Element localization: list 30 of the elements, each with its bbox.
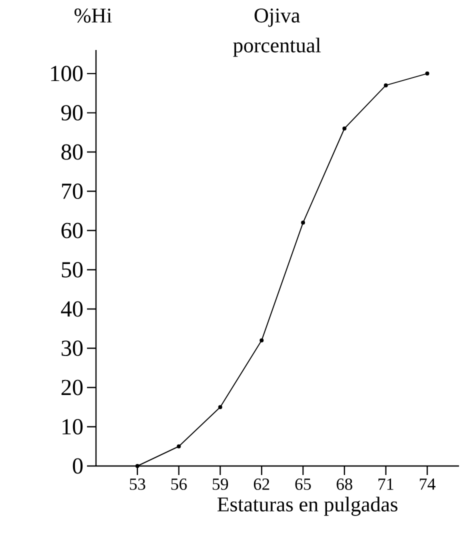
y-tick-label: 80 [62, 144, 83, 160]
y-tick-label: 100 [51, 66, 83, 82]
y-tick-label: 40 [61, 301, 83, 317]
point [177, 444, 182, 448]
y-axis-title: %Hi [74, 8, 112, 23]
y-tick-label: 70 [62, 184, 83, 200]
y-tick-label: 90 [62, 105, 83, 121]
y-tick-label: 20 [62, 380, 83, 396]
x-tick-label: 53 [130, 478, 146, 490]
y-tick-label: 30 [62, 340, 83, 356]
y-tick-label: 60 [62, 222, 83, 238]
x-tick-label: 59 [212, 478, 228, 490]
x-axis-title: Estaturas en pulgadas [218, 496, 398, 516]
point [425, 72, 430, 76]
x-tick-label: 62 [254, 478, 270, 490]
point [384, 83, 388, 88]
point [301, 220, 306, 225]
x-tick-label: 65 [296, 478, 312, 490]
x-tick-label: 71 [378, 478, 394, 490]
x-tick-label: 56 [172, 478, 187, 490]
point [260, 338, 264, 342]
y-tick-label: 0 [73, 458, 83, 474]
point [218, 405, 222, 410]
point [342, 126, 347, 130]
x-tick-label: 68 [336, 478, 352, 490]
y-tick-label: 10 [62, 419, 83, 434]
x-tick-label: 74 [420, 478, 436, 490]
chart-title: Ojiva porcentual [233, 8, 321, 57]
y-tick-label: 50 [62, 262, 83, 278]
point [136, 464, 140, 468]
